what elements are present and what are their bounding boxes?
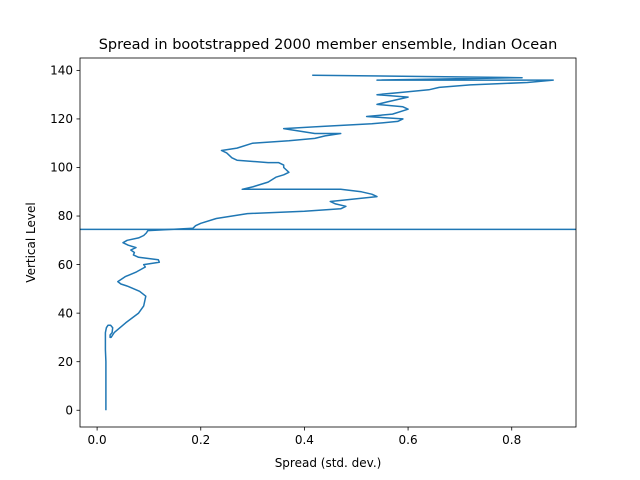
y-tick-label: 60 [58,258,73,272]
plot-area [80,74,576,411]
x-tick-label: 0.0 [88,433,107,447]
y-axis-label: Vertical Level [24,202,38,282]
y-tick-label: 80 [58,209,73,223]
y-tick-label: 40 [58,306,73,320]
y-tick-label: 120 [50,112,73,126]
y-tick-label: 0 [65,403,73,417]
y-tick-label: 100 [50,161,73,175]
y-tick-label: 20 [58,355,73,369]
y-axis: 0 20 40 60 80 100 120 140 [50,64,80,417]
x-axis-label: Spread (std. dev.) [275,456,382,470]
plot-frame [79,57,577,428]
chart-title: Spread in bootstrapped 2000 member ensem… [99,37,558,53]
x-tick-label: 0.4 [295,433,314,447]
x-tick-label: 0.8 [502,433,521,447]
x-tick-label: 0.6 [399,433,418,447]
x-tick-label: 0.2 [191,433,210,447]
y-tick-label: 140 [50,64,73,78]
x-axis: 0.0 0.2 0.4 0.6 0.8 [88,427,521,447]
series-line [104,74,554,411]
